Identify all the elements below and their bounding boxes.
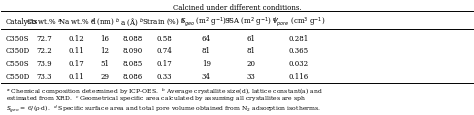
Text: 0.11: 0.11 — [69, 72, 85, 80]
Text: 81: 81 — [246, 47, 255, 55]
Text: estimated from XRD.  $^{c}$ Geometrical specific area calculated by assuming all: estimated from XRD. $^{c}$ Geometrical s… — [6, 94, 306, 103]
Text: Co wt.% $^{a}$: Co wt.% $^{a}$ — [26, 17, 62, 27]
Text: 51: 51 — [100, 60, 109, 68]
Text: 0.12: 0.12 — [69, 34, 85, 42]
Text: 81: 81 — [202, 47, 211, 55]
Text: 73.9: 73.9 — [36, 60, 52, 68]
Text: $S_{geo}$ = 6/(ρ·d).  $^{d}$ Specific surface area and total pore volume obtaine: $S_{geo}$ = 6/(ρ·d). $^{d}$ Specific sur… — [6, 103, 321, 114]
Text: 0.365: 0.365 — [288, 47, 308, 55]
Text: SSA (m$^{2}$ g$^{-1}$) $^{d}$: SSA (m$^{2}$ g$^{-1}$) $^{d}$ — [224, 15, 278, 28]
Text: 0.58: 0.58 — [156, 34, 172, 42]
Text: d (nm) $^{b}$: d (nm) $^{b}$ — [90, 16, 120, 28]
Text: 0.11: 0.11 — [69, 47, 85, 55]
Text: 33: 33 — [247, 72, 255, 80]
Text: 0.281: 0.281 — [288, 34, 309, 42]
Text: 64: 64 — [202, 34, 211, 42]
Text: 72.2: 72.2 — [36, 47, 52, 55]
Text: Na wt.% $^{a}$: Na wt.% $^{a}$ — [58, 17, 95, 27]
Text: Strain (%) $^{b}$: Strain (%) $^{b}$ — [142, 16, 186, 28]
Text: 0.33: 0.33 — [156, 72, 172, 80]
Text: C350S: C350S — [6, 34, 29, 42]
Text: 12: 12 — [100, 47, 109, 55]
Text: $S_{geo}$ (m$^{2}$ g$^{-1}$) $^{c}$: $S_{geo}$ (m$^{2}$ g$^{-1}$) $^{c}$ — [180, 15, 233, 29]
Text: 0.17: 0.17 — [69, 60, 85, 68]
Text: 8.088: 8.088 — [122, 34, 143, 42]
Text: 61: 61 — [246, 34, 255, 42]
Text: 8.085: 8.085 — [122, 60, 143, 68]
Text: 29: 29 — [100, 72, 109, 80]
Text: 0.74: 0.74 — [156, 47, 172, 55]
Text: 8.090: 8.090 — [122, 47, 143, 55]
Text: 8.086: 8.086 — [122, 72, 143, 80]
Text: C550S: C550S — [6, 60, 30, 68]
Text: 72.7: 72.7 — [36, 34, 52, 42]
Text: 20: 20 — [246, 60, 255, 68]
Text: $V_{pore}$ (cm$^{3}$ g$^{-1}$): $V_{pore}$ (cm$^{3}$ g$^{-1}$) — [272, 15, 325, 29]
Text: a (Å) $^{b}$: a (Å) $^{b}$ — [120, 16, 145, 27]
Text: 34: 34 — [202, 72, 211, 80]
Text: C350D: C350D — [6, 47, 30, 55]
Text: C550D: C550D — [6, 72, 30, 80]
Text: Calcined under different conditions.: Calcined under different conditions. — [173, 4, 301, 12]
Text: 0.032: 0.032 — [288, 60, 308, 68]
Text: Catalysts: Catalysts — [6, 18, 38, 26]
Text: 16: 16 — [100, 34, 109, 42]
Text: 19: 19 — [202, 60, 211, 68]
Text: $^{a}$ Chemical composition determined by ICP-OES.  $^{b}$ Average crystallite s: $^{a}$ Chemical composition determined b… — [6, 86, 323, 96]
Text: 0.17: 0.17 — [156, 60, 172, 68]
Text: 73.3: 73.3 — [36, 72, 52, 80]
Text: 0.116: 0.116 — [288, 72, 309, 80]
